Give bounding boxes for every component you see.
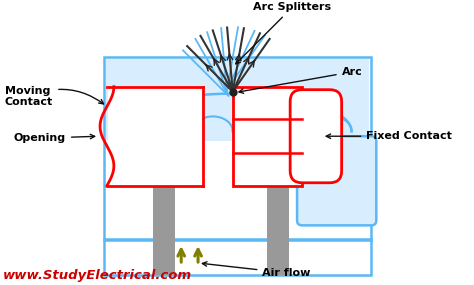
Bar [106,59,369,141]
Text: Arc Splitters: Arc Splitters [236,3,331,64]
Bar [154,186,175,275]
Text: Moving
Contact: Moving Contact [5,86,103,107]
Bar [104,239,371,275]
Text: Opening: Opening [14,133,95,143]
FancyBboxPatch shape [297,136,376,225]
Bar [104,57,371,240]
Bar [267,186,289,275]
Bar [233,87,302,186]
Bar [108,88,202,185]
Text: Arc: Arc [239,67,363,93]
FancyBboxPatch shape [290,90,342,183]
Text: www.StudyElectrical.com: www.StudyElectrical.com [3,269,192,282]
Text: Air flow: Air flow [202,262,311,278]
Text: Fixed Contact: Fixed Contact [326,131,452,141]
